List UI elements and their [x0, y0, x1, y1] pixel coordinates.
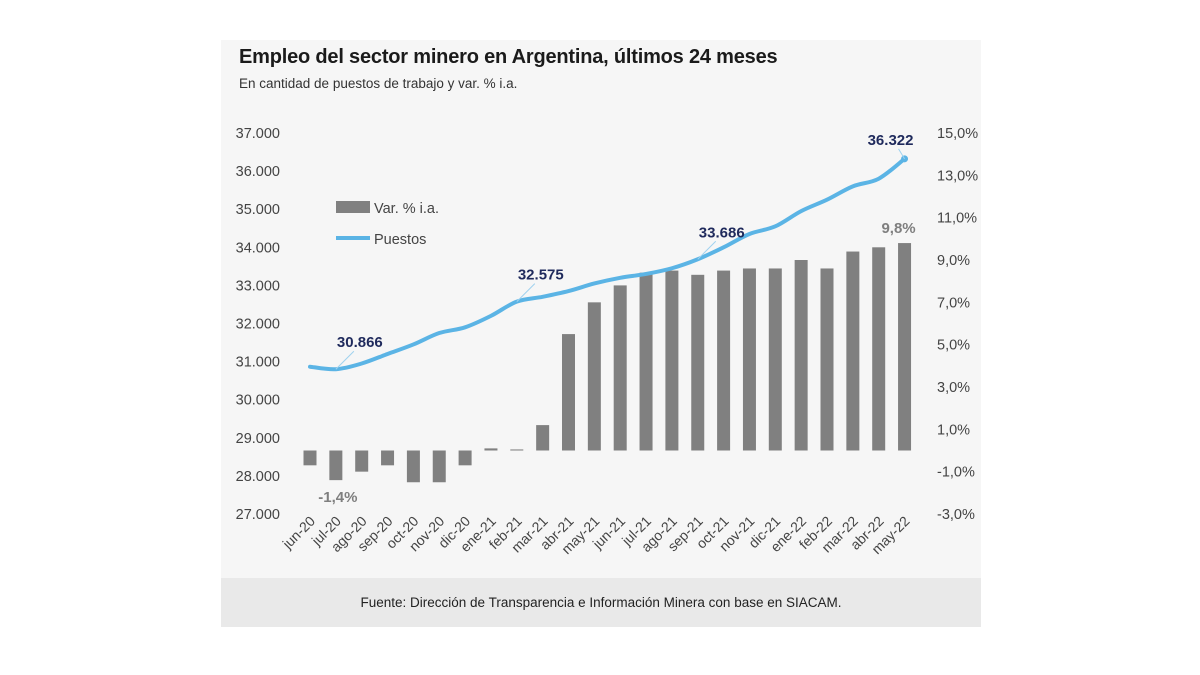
- var-bar: [613, 285, 627, 451]
- annotation-leader: [335, 350, 355, 370]
- annotation-leader: [697, 240, 717, 260]
- var-bar: [510, 449, 524, 451]
- var-bar: [587, 302, 601, 451]
- source-footer: Fuente: Dirección de Transparencia e Inf…: [221, 578, 981, 627]
- left-axis-tick-label: 30.000: [236, 393, 280, 409]
- var-bar: [846, 251, 860, 451]
- right-axis-tick-label: 5,0%: [937, 338, 970, 354]
- annotation-leader: [898, 148, 905, 160]
- left-axis-tick-label: 31.000: [236, 355, 280, 371]
- right-axis-tick-label: -1,0%: [937, 465, 975, 481]
- right-axis-tick-label: -3,0%: [937, 507, 975, 523]
- combo-chart: 27.000 28.000 29.000 30.000 31.000 32.000 33.0…: [236, 126, 979, 557]
- chart-card: Empleo del sector minero en Argentina, ú…: [221, 40, 981, 627]
- right-axis-tick-label: 13,0%: [937, 168, 978, 184]
- puestos-value-label: 32.575: [518, 267, 564, 284]
- left-axis-tick-label: 28.000: [236, 469, 280, 485]
- puestos-line: [308, 156, 907, 372]
- chart-title: Empleo del sector minero en Argentina, ú…: [239, 46, 778, 68]
- right-axis-tick-label: 11,0%: [937, 211, 977, 227]
- left-axis-tick-label: 37.000: [236, 126, 280, 142]
- var-bar: [355, 450, 369, 472]
- var-bar: [717, 270, 731, 451]
- var-bar: [639, 272, 653, 451]
- left-axis-tick-label: 29.000: [236, 431, 280, 447]
- right-axis-tick-label: 7,0%: [937, 295, 970, 311]
- var-bar: [432, 450, 446, 483]
- var-bar: [665, 270, 679, 451]
- var-bar: [329, 450, 343, 481]
- left-axis-tick-label: 32.000: [236, 317, 280, 333]
- right-axis-tick-label: 1,0%: [937, 422, 970, 438]
- var-bar: [458, 450, 472, 466]
- var-bar: [691, 274, 705, 451]
- puestos-value-label: 36.322: [868, 132, 914, 149]
- var-bar: [794, 260, 808, 451]
- var-bar: [820, 268, 834, 451]
- puestos-value-label: 30.866: [337, 334, 383, 351]
- var-bar: [381, 450, 395, 466]
- var-bar: [872, 247, 886, 451]
- annotation-leader: [516, 283, 536, 302]
- var-value-label: -1,4%: [318, 489, 357, 506]
- var-bar: [536, 425, 550, 451]
- right-axis-tick-label: 3,0%: [937, 380, 970, 396]
- var-bar: [484, 448, 498, 451]
- legend-swatch-var: [336, 201, 370, 213]
- left-axis-tick-label: 36.000: [236, 164, 280, 180]
- puestos-value-label: 33.686: [699, 224, 745, 241]
- var-bar: [406, 450, 420, 483]
- left-axis-tick-label: 27.000: [236, 507, 280, 523]
- right-axis-tick-label: 15,0%: [937, 126, 978, 142]
- var-bar: [303, 450, 317, 466]
- left-axis-tick-label: 34.000: [236, 240, 280, 256]
- var-bar: [742, 268, 756, 451]
- left-axis-tick-label: 35.000: [236, 202, 280, 218]
- legend-label-var: Var. % i.a.: [374, 201, 439, 217]
- var-bar: [768, 268, 782, 451]
- var-bar: [562, 334, 575, 451]
- source-text: Fuente: Dirección de Transparencia e Inf…: [360, 595, 842, 610]
- var-value-label: 9,8%: [881, 220, 915, 237]
- left-axis-tick-label: 33.000: [236, 278, 280, 294]
- chart-subtitle: En cantidad de puestos de trabajo y var.…: [239, 76, 518, 91]
- var-bar: [898, 243, 912, 451]
- legend-label-puestos: Puestos: [374, 232, 426, 248]
- right-axis-tick-label: 9,0%: [937, 253, 970, 269]
